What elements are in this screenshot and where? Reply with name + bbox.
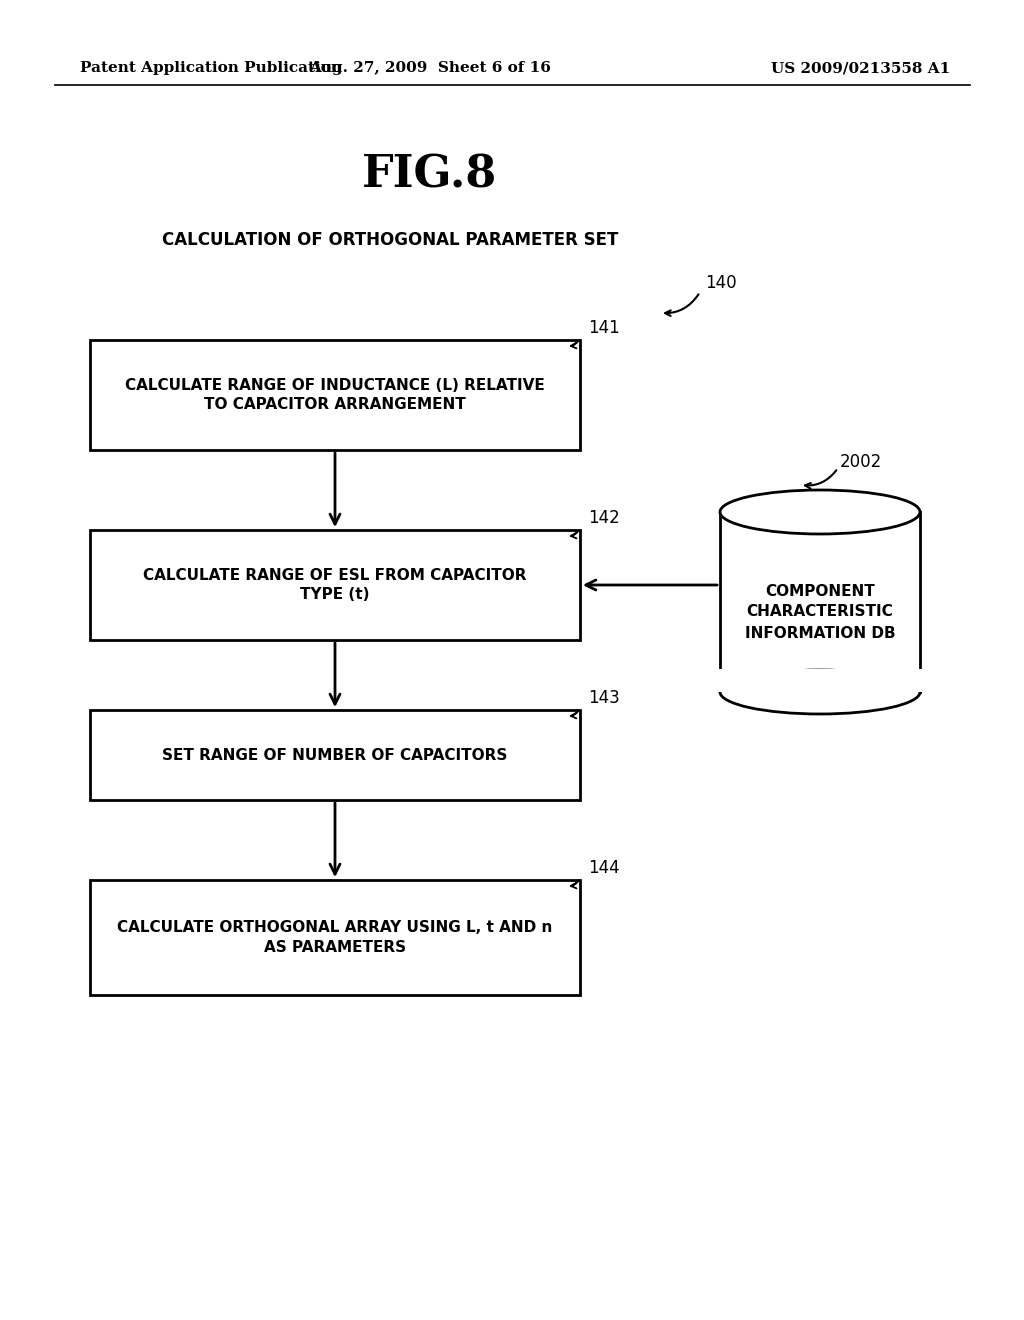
Text: FIG.8: FIG.8 bbox=[362, 153, 498, 197]
Text: 141: 141 bbox=[588, 319, 620, 337]
Ellipse shape bbox=[720, 671, 920, 714]
Text: SET RANGE OF NUMBER OF CAPACITORS: SET RANGE OF NUMBER OF CAPACITORS bbox=[163, 747, 508, 763]
Text: US 2009/0213558 A1: US 2009/0213558 A1 bbox=[771, 61, 950, 75]
Bar bbox=[90, 710, 580, 800]
Bar bbox=[90, 341, 580, 450]
Text: 144: 144 bbox=[588, 859, 620, 876]
Text: CALCULATE ORTHOGONAL ARRAY USING L, t AND n
AS PARAMETERS: CALCULATE ORTHOGONAL ARRAY USING L, t AN… bbox=[118, 920, 553, 954]
Text: 2002: 2002 bbox=[840, 453, 883, 471]
Text: CALCULATION OF ORTHOGONAL PARAMETER SET: CALCULATION OF ORTHOGONAL PARAMETER SET bbox=[162, 231, 618, 249]
Text: 142: 142 bbox=[588, 510, 620, 527]
Bar bbox=[90, 531, 580, 640]
Text: CALCULATE RANGE OF INDUCTANCE (L) RELATIVE
TO CAPACITOR ARRANGEMENT: CALCULATE RANGE OF INDUCTANCE (L) RELATI… bbox=[125, 378, 545, 412]
Bar bbox=[720, 512, 920, 692]
Text: 143: 143 bbox=[588, 689, 620, 708]
Text: COMPONENT
CHARACTERISTIC
INFORMATION DB: COMPONENT CHARACTERISTIC INFORMATION DB bbox=[744, 583, 895, 640]
Bar bbox=[718, 669, 922, 692]
Bar bbox=[90, 880, 580, 995]
Text: Patent Application Publication: Patent Application Publication bbox=[80, 61, 342, 75]
Text: Aug. 27, 2009  Sheet 6 of 16: Aug. 27, 2009 Sheet 6 of 16 bbox=[309, 61, 551, 75]
Text: CALCULATE RANGE OF ESL FROM CAPACITOR
TYPE (t): CALCULATE RANGE OF ESL FROM CAPACITOR TY… bbox=[143, 568, 526, 602]
Ellipse shape bbox=[720, 490, 920, 535]
Text: 140: 140 bbox=[705, 275, 736, 292]
